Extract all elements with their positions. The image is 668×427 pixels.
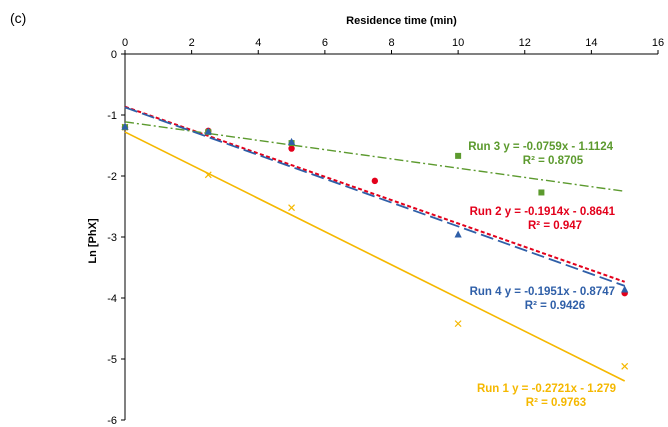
run-1-point-stroke <box>288 204 295 212</box>
run-4-r2-label: R² = 0.9426 <box>525 300 585 312</box>
x-tick-label: 14 <box>585 37 597 49</box>
run-2-r2-label: R² = 0.947 <box>528 220 582 232</box>
x-tick-label: 12 <box>519 37 531 49</box>
run-1-point <box>621 362 629 370</box>
x-axis-title: Residence time (min) <box>346 15 457 27</box>
run-3-point <box>538 189 545 196</box>
x-tick-label: 16 <box>652 37 664 49</box>
chart-axes: 0 2 4 6 8 10 12 14 16 0 -1 -2 -3 -4 -5 -6 Residence time… <box>87 15 664 427</box>
run-4-point <box>287 137 296 145</box>
y-tick-label: 0 <box>111 49 117 61</box>
y-tick-label: -6 <box>107 415 117 427</box>
y-tick-label: -4 <box>107 293 117 305</box>
run-2-fit-line <box>124 105 626 283</box>
run-1-point-stroke <box>621 362 629 370</box>
run-1-point <box>454 320 462 328</box>
x-tick-label: 10 <box>452 37 464 49</box>
run-2-point <box>288 145 295 152</box>
run-4-point <box>454 230 462 238</box>
run-4-equation-label: Run 4 y = -0.1951x - 0.8747 <box>470 286 615 298</box>
run-3-fit-line <box>124 121 625 192</box>
run-1-point-stroke <box>454 320 462 328</box>
x-tick-label: 4 <box>255 37 261 49</box>
run-1-fit-line <box>124 131 626 382</box>
run-2-point <box>371 177 379 185</box>
run-4-point <box>621 285 629 293</box>
run-4-point <box>204 127 212 135</box>
y-tick-label: -5 <box>107 354 117 366</box>
run-1-r2-label: R² = 0.9763 <box>526 397 586 409</box>
run-4-point <box>121 122 129 130</box>
run-3-r2-label: R² = 0.8705 <box>523 155 584 167</box>
y-tick-label: -1 <box>107 110 117 122</box>
run-3-equation-label: Run 3 y = -0.0759x - 1.1124 <box>468 141 613 153</box>
run-1-point-stroke <box>204 171 212 179</box>
y-tick-label: -2 <box>107 171 117 183</box>
panel-label: (c) <box>10 10 27 26</box>
y-tick-label: -3 <box>107 232 117 244</box>
run-3-point <box>455 152 462 159</box>
run-1-equation-label: Run 1 y = -0.2721x - 1.279 <box>477 383 616 395</box>
x-tick-label: 0 <box>122 37 128 49</box>
fit-annotations: Run 1 y = -0.2721x - 1.279 R² = 0.9763 Run… <box>468 141 616 409</box>
run-2-equation-label: Run 2 y = -0.1914x - 0.8641 <box>470 206 616 218</box>
fit-lines <box>124 105 626 382</box>
run-1-point <box>204 171 212 179</box>
run-4-fit-line <box>124 106 625 287</box>
x-tick-label: 6 <box>322 37 328 49</box>
y-axis-title: Ln [PhX] <box>87 218 99 264</box>
run-1-point <box>288 204 295 212</box>
data-markers <box>121 122 629 370</box>
x-tick-label: 8 <box>388 37 394 49</box>
x-tick-label: 2 <box>189 37 195 49</box>
